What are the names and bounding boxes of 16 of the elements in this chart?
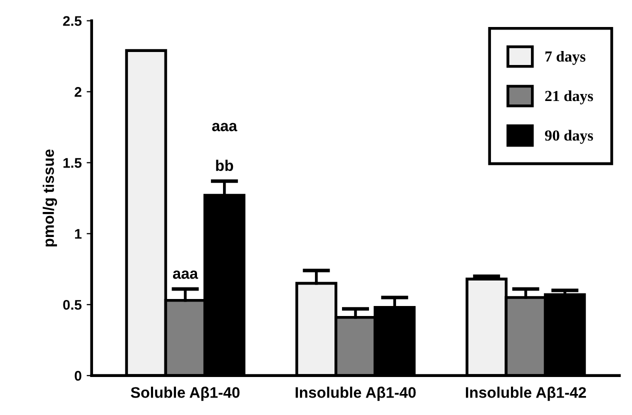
y-tick-label: 1	[75, 229, 82, 239]
legend-label: 21 days	[545, 90, 594, 104]
y-axis-title: pmol/g tissue	[42, 149, 58, 246]
x-tick-label: Soluble Aβ1-40	[130, 386, 240, 401]
y-tick-label: 0	[74, 370, 82, 381]
y-tick-label: 1.5	[63, 158, 82, 168]
annotation: aaa	[172, 270, 198, 279]
x-tick-label: Insoluble Aβ1-40	[296, 386, 416, 401]
annotation: bb	[216, 160, 234, 172]
y-tick-label: 2	[74, 87, 82, 97]
annotation: aaa	[212, 122, 238, 132]
legend-label: 90 days	[544, 130, 594, 144]
y-tick-label: 0.5	[63, 300, 82, 310]
legend-label: 7 days	[545, 50, 586, 65]
x-tick-label: Insoluble Aβ1-42	[466, 386, 586, 401]
y-tick-label: 2.5	[63, 16, 82, 26]
